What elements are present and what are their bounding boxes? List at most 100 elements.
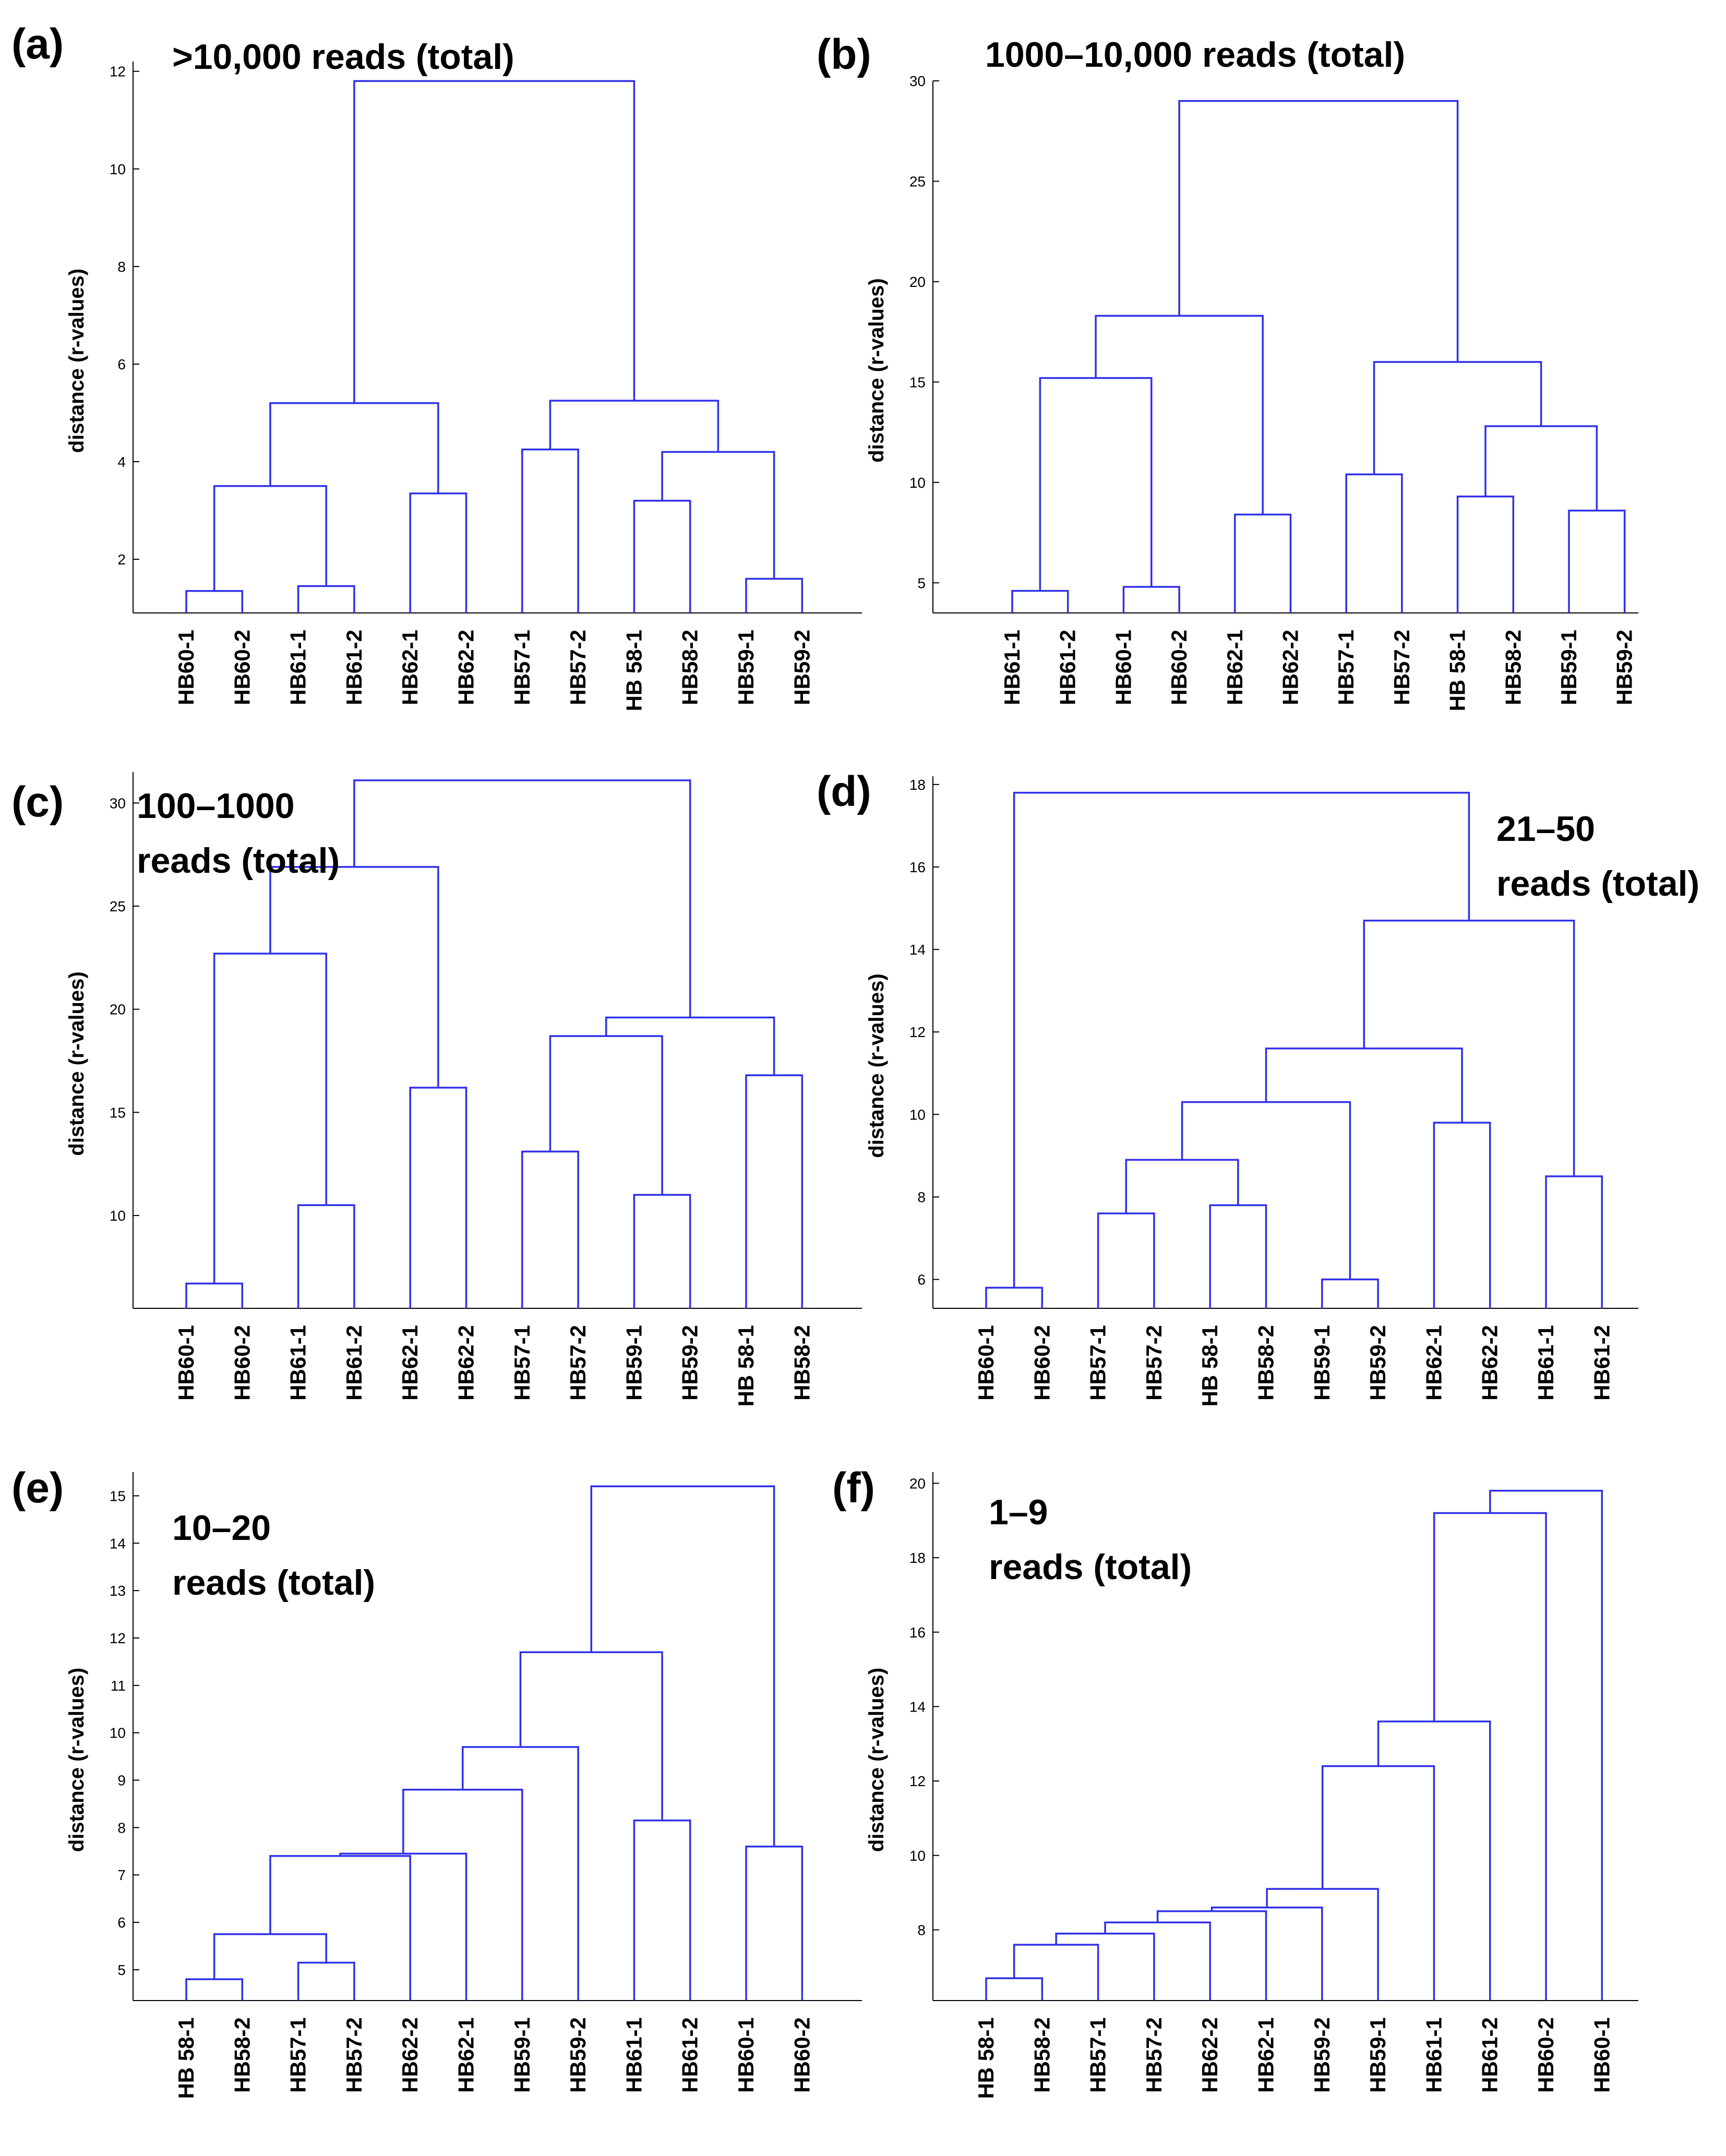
y-tick-label: 10 bbox=[110, 161, 126, 177]
dendrogram-link bbox=[745, 1074, 804, 1308]
dendrogram-panel-a: 2 4 6 8 10 12 distance (r-values) HB60-1 HB60-2 H… bbox=[11, 20, 862, 711]
dendrogram-link bbox=[297, 1961, 355, 2001]
y-tick-label: 12 bbox=[110, 1630, 126, 1646]
y-axis-label: distance (r-values) bbox=[65, 971, 88, 1155]
y-tick-label: 7 bbox=[117, 1867, 126, 1883]
dendrogram-link bbox=[269, 1855, 411, 2001]
leaf-label: HB60-2 bbox=[230, 630, 254, 705]
dendrogram-link bbox=[605, 1016, 775, 1076]
dendrogram-link bbox=[1011, 589, 1069, 613]
leaf-label: HB60-2 bbox=[230, 1325, 254, 1401]
leaf-label: HB62-1 bbox=[1222, 630, 1247, 705]
y-tick-label: 30 bbox=[909, 73, 926, 89]
dendrogram-link bbox=[1321, 1278, 1379, 1308]
panel-label: (d) bbox=[817, 768, 871, 815]
leaf-label: HB60-2 bbox=[789, 2017, 814, 2093]
dendrogram-link bbox=[1210, 1906, 1323, 2001]
panel-title: reads (total) bbox=[1496, 864, 1699, 904]
leaf-label: HB57-2 bbox=[566, 630, 590, 705]
leaf-label: HB59-1 bbox=[1556, 630, 1581, 705]
y-tick-label: 12 bbox=[909, 1024, 926, 1040]
leaf-label: HB 58-1 bbox=[734, 1325, 758, 1406]
y-tick-label: 14 bbox=[909, 942, 926, 958]
y-tick-label: 6 bbox=[117, 356, 126, 372]
panel-label: (f) bbox=[832, 1464, 875, 1512]
leaf-label: HB 58-1 bbox=[174, 2017, 198, 2099]
y-axis-label: distance (r-values) bbox=[65, 269, 88, 453]
leaf-label: HB58-2 bbox=[789, 1325, 814, 1401]
leaf-label: HB57-1 bbox=[1086, 1325, 1110, 1401]
y-tick-label: 9 bbox=[117, 1773, 126, 1789]
panel-title: reads (total) bbox=[137, 841, 340, 881]
dendrogram-link bbox=[519, 1651, 663, 1821]
y-tick-label: 6 bbox=[917, 1272, 926, 1288]
y-tick-label: 5 bbox=[117, 1962, 126, 1978]
panel-title: 21–50 bbox=[1496, 809, 1595, 849]
leaf-label: HB 58-1 bbox=[621, 630, 646, 711]
y-tick-label: 8 bbox=[917, 1189, 926, 1206]
leaf-label: HB62-2 bbox=[454, 630, 478, 705]
dendrogram-link bbox=[402, 1788, 523, 2001]
leaf-label: HB57-1 bbox=[1334, 630, 1358, 705]
leaf-label: HB58-2 bbox=[1501, 630, 1525, 705]
dendrogram-link bbox=[549, 400, 720, 452]
leaf-label: HB60-1 bbox=[1589, 2017, 1614, 2093]
leaf-label: HB61-1 bbox=[286, 1325, 310, 1401]
y-tick-label: 15 bbox=[909, 374, 926, 390]
dendrogram-link bbox=[185, 590, 244, 613]
dendrogram-link bbox=[1097, 1212, 1155, 1308]
leaf-label: HB57-1 bbox=[510, 1325, 534, 1401]
y-tick-label: 20 bbox=[909, 274, 926, 290]
leaf-label: HB57-1 bbox=[510, 630, 534, 705]
leaf-label: HB59-2 bbox=[566, 2017, 590, 2093]
leaf-label: HB57-2 bbox=[342, 2017, 366, 2093]
y-tick-label: 30 bbox=[110, 795, 126, 811]
y-tick-label: 4 bbox=[117, 454, 126, 470]
panel-title: 100–1000 bbox=[137, 786, 295, 826]
leaf-label: HB61-1 bbox=[621, 2017, 646, 2093]
y-tick-label: 18 bbox=[909, 1550, 926, 1566]
leaf-label: HB57-1 bbox=[286, 2017, 310, 2093]
leaf-label: HB62-2 bbox=[454, 1325, 478, 1401]
y-axis-label: distance (r-values) bbox=[865, 973, 888, 1158]
dendrogram-link bbox=[213, 485, 327, 591]
leaf-label: HB61-2 bbox=[1478, 2017, 1502, 2093]
leaf-label: HB60-1 bbox=[974, 1325, 998, 1401]
y-tick-label: 8 bbox=[117, 1820, 126, 1836]
dendrogram-link bbox=[269, 402, 439, 493]
dendrogram-link bbox=[213, 1933, 327, 1980]
dendrogram-link bbox=[1345, 473, 1403, 613]
dendrogram-link bbox=[1125, 1159, 1239, 1214]
y-tick-label: 6 bbox=[117, 1914, 126, 1931]
panel-label: (a) bbox=[11, 20, 64, 68]
leaf-label: HB58-2 bbox=[1029, 2017, 1054, 2093]
leaf-label: HB60-1 bbox=[174, 1325, 198, 1401]
y-tick-label: 10 bbox=[110, 1725, 126, 1741]
dendrogram-link bbox=[1013, 1944, 1099, 2001]
y-tick-label: 13 bbox=[110, 1583, 126, 1599]
dendrogram-link bbox=[1178, 100, 1459, 362]
leaf-label: HB60-1 bbox=[174, 630, 198, 705]
leaf-label: HB62-1 bbox=[398, 1325, 422, 1401]
dendrogram-panel-f: 8 10 12 14 16 18 20 distance (r-values) HB 58-1 H… bbox=[832, 1464, 1638, 2099]
leaf-label: HB60-1 bbox=[734, 2017, 758, 2093]
leaf-label: HB61-2 bbox=[342, 1325, 366, 1401]
panel-label: (e) bbox=[11, 1464, 64, 1512]
dendrogram-link bbox=[1156, 1910, 1267, 2001]
leaf-label: HB61-1 bbox=[286, 630, 310, 705]
leaf-label: HB59-2 bbox=[1365, 1325, 1390, 1401]
dendrogram-link bbox=[1234, 513, 1292, 613]
leaf-label: HB59-2 bbox=[1612, 630, 1637, 705]
y-tick-label: 10 bbox=[909, 475, 926, 491]
leaf-label: HB59-1 bbox=[734, 630, 758, 705]
leaf-label: HB61-2 bbox=[1056, 630, 1080, 705]
y-tick-label: 8 bbox=[117, 259, 126, 275]
y-tick-label: 10 bbox=[110, 1208, 126, 1224]
y-tick-label: 20 bbox=[909, 1475, 926, 1491]
y-tick-label: 2 bbox=[117, 551, 126, 568]
leaf-label: HB61-1 bbox=[1421, 2017, 1446, 2093]
leaf-label: HB61-1 bbox=[1533, 1325, 1558, 1401]
y-tick-label: 14 bbox=[909, 1699, 926, 1715]
dendrogram-link bbox=[462, 1746, 579, 2001]
